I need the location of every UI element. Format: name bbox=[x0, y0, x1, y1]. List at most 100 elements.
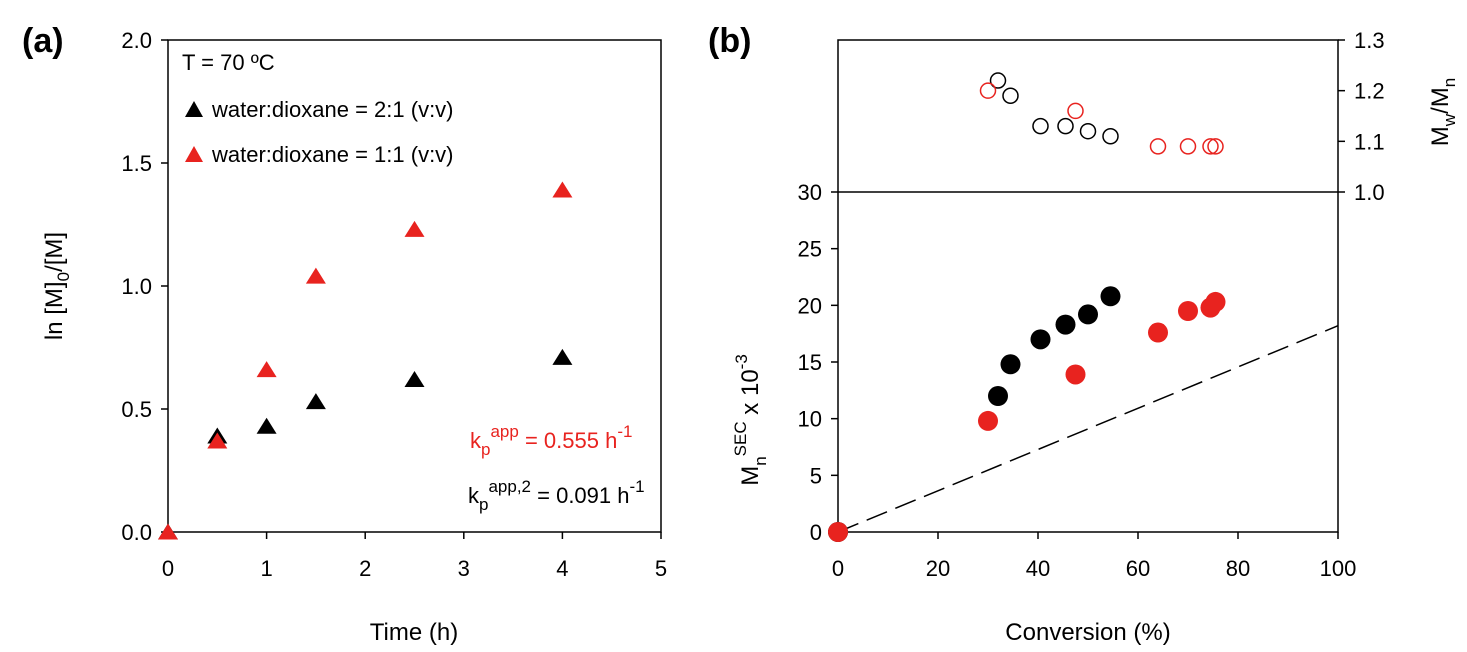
panel-b-y-title-rest: x 10 bbox=[737, 369, 764, 421]
panel-b-y-tick-label: 15 bbox=[798, 350, 822, 375]
panel-b-y-tick-label: 5 bbox=[810, 463, 822, 488]
panel-b-x-tick-label: 0 bbox=[832, 556, 844, 581]
rate-label-1-1-value: = 0.555 h bbox=[519, 428, 617, 453]
triangle-point-series-0 bbox=[256, 417, 277, 434]
mn-point-series-0 bbox=[1100, 286, 1121, 307]
panel-a-y-tick-label: 0.5 bbox=[121, 397, 152, 422]
panel-b-y2-tick-label: 1.3 bbox=[1354, 28, 1385, 53]
panel-a-y-title-rest: /[M] bbox=[41, 232, 68, 272]
dispersity-point-series-0 bbox=[1102, 128, 1119, 145]
panel-a-y-tick-label: 2.0 bbox=[121, 28, 152, 53]
panel-a-x-tick-label: 5 bbox=[655, 556, 667, 581]
rate-label-2-1-sub: p bbox=[479, 495, 488, 514]
panel-b-y2-title-sub2: n bbox=[1440, 78, 1459, 87]
mn-point-series-1 bbox=[1178, 301, 1198, 321]
panel-b-y2-title-m: M bbox=[1427, 126, 1454, 146]
theoretical-mn-line bbox=[837, 325, 1339, 533]
panel-b-y2-title-sub1: w bbox=[1440, 113, 1459, 127]
panel-b-y-tick-label: 20 bbox=[798, 293, 822, 318]
panel-a-x-ticks: 0 1 2 3 4 5 bbox=[162, 532, 667, 581]
panel-b-y-ticks: 0 5 10 15 20 25 30 bbox=[798, 180, 838, 545]
triangle-point-series-0 bbox=[305, 393, 326, 410]
mn-point-series-1 bbox=[1205, 291, 1226, 312]
rate-label-1-1-k: k bbox=[470, 428, 482, 453]
panel-a-temperature: T = 70 ºC bbox=[182, 50, 275, 75]
panel-b-y-tick-label: 10 bbox=[798, 407, 822, 432]
mn-point-series-1 bbox=[1148, 322, 1168, 343]
triangle-point-series-1 bbox=[158, 523, 178, 540]
panel-b-x-tick-label: 60 bbox=[1126, 556, 1150, 581]
panel-b-y2-tick-label: 1.1 bbox=[1354, 129, 1385, 154]
panel-a-points bbox=[158, 181, 573, 540]
dispersity-point-series-1 bbox=[1067, 102, 1084, 120]
dispersity-point-series-0 bbox=[1079, 122, 1097, 140]
panel-b-y2-tick-label: 1.2 bbox=[1354, 79, 1385, 104]
panel-a-y-ticks: 0.0 0.5 1.0 1.5 2.0 bbox=[121, 28, 168, 545]
panel-a-y-tick-label: 1.5 bbox=[121, 151, 152, 176]
dispersity-point-series-0 bbox=[1057, 117, 1074, 135]
legend-marker-2-1 bbox=[185, 101, 203, 117]
mn-point-series-0 bbox=[1030, 329, 1051, 350]
panel-b-label: (b) bbox=[708, 22, 751, 60]
triangle-point-series-1 bbox=[552, 181, 573, 198]
panel-a-y-title-main: ln [M] bbox=[41, 281, 68, 340]
dispersity-point-series-1 bbox=[1207, 138, 1224, 155]
rate-label-1-1-unit-sup: -1 bbox=[617, 422, 632, 441]
panel-a-label: (a) bbox=[22, 22, 64, 60]
triangle-point-series-0 bbox=[404, 370, 425, 387]
panel-b-y2-title: Mw/Mn bbox=[1427, 78, 1459, 146]
panel-b-x-tick-label: 80 bbox=[1226, 556, 1250, 581]
mn-point-series-0 bbox=[988, 386, 1008, 406]
panel-b-points bbox=[828, 72, 1226, 542]
panel-b-y-title: MnSEC x 10-3 bbox=[731, 354, 770, 486]
panel-a-y-title: ln [M]0/[M] bbox=[41, 232, 73, 340]
panel-a-x-tick-label: 3 bbox=[458, 556, 470, 581]
mn-point-series-1 bbox=[828, 522, 848, 542]
legend-label-2-1: water:dioxane = 2:1 (v:v) bbox=[211, 97, 454, 122]
dispersity-point-series-1 bbox=[1179, 138, 1197, 155]
panel-b-frame bbox=[837, 39, 1339, 533]
panel-b-x-ticks: 0 20 40 60 80 100 bbox=[832, 532, 1356, 581]
rate-label-1-1-sup: app bbox=[490, 422, 518, 441]
panel-b-x-tick-label: 40 bbox=[1026, 556, 1050, 581]
rate-label-2-1-sup: app,2 bbox=[488, 477, 531, 496]
panel-b-x-title: Conversion (%) bbox=[1005, 619, 1170, 646]
rate-label-2-1: kpapp,2 = 0.091 h-1 bbox=[468, 477, 645, 514]
mn-point-series-1 bbox=[1065, 364, 1086, 385]
rate-label-2-1-unit-sup: -1 bbox=[630, 477, 645, 496]
mn-point-series-0 bbox=[1078, 304, 1098, 325]
panel-a-x-tick-label: 1 bbox=[260, 556, 272, 581]
panel-b-y-title-m: M bbox=[737, 466, 764, 486]
panel-b-y-tick-label: 0 bbox=[810, 520, 822, 545]
panel-b-y-title-sup: SEC bbox=[731, 421, 750, 456]
dispersity-point-series-0 bbox=[1002, 87, 1019, 104]
panel-b-y2-title-mid: /M bbox=[1427, 87, 1454, 114]
rate-label-1-1: kpapp = 0.555 h-1 bbox=[470, 422, 632, 459]
panel-b-y2-tick-label: 1.0 bbox=[1354, 180, 1385, 205]
panel-a: (a) 0 1 2 3 4 5 0.0 0.5 1.0 1.5 2.0 Time (h) ln [… bbox=[22, 22, 667, 646]
triangle-point-series-0 bbox=[552, 348, 573, 365]
dispersity-point-series-1 bbox=[1149, 138, 1167, 155]
dispersity-point-series-1 bbox=[979, 82, 997, 99]
triangle-point-series-1 bbox=[256, 361, 277, 378]
panel-a-y-tick-label: 1.0 bbox=[121, 274, 152, 299]
mn-point-series-0 bbox=[1055, 314, 1076, 335]
mn-point-series-1 bbox=[978, 410, 998, 431]
dispersity-point-series-0 bbox=[989, 72, 1007, 89]
dispersity-point-series-0 bbox=[1032, 117, 1049, 135]
rate-label-2-1-k: k bbox=[468, 483, 480, 508]
panel-a-x-tick-label: 0 bbox=[162, 556, 174, 581]
panel-b-y-title-rest-sup: -3 bbox=[732, 354, 751, 369]
panel-b-y-title-sub: n bbox=[751, 456, 770, 465]
rate-label-2-1-value: = 0.091 h bbox=[531, 483, 629, 508]
panel-b-x-tick-label: 20 bbox=[926, 556, 950, 581]
panel-b-y-tick-label: 25 bbox=[798, 237, 822, 262]
panel-a-y-tick-label: 0.0 bbox=[121, 520, 152, 545]
legend-label-1-1: water:dioxane = 1:1 (v:v) bbox=[211, 142, 454, 167]
panel-a-x-title: Time (h) bbox=[370, 619, 458, 646]
panel-b-y-tick-label: 30 bbox=[798, 180, 822, 205]
triangle-point-series-1 bbox=[305, 267, 326, 284]
mn-point-series-0 bbox=[1000, 354, 1021, 375]
triangle-point-series-1 bbox=[404, 220, 425, 237]
